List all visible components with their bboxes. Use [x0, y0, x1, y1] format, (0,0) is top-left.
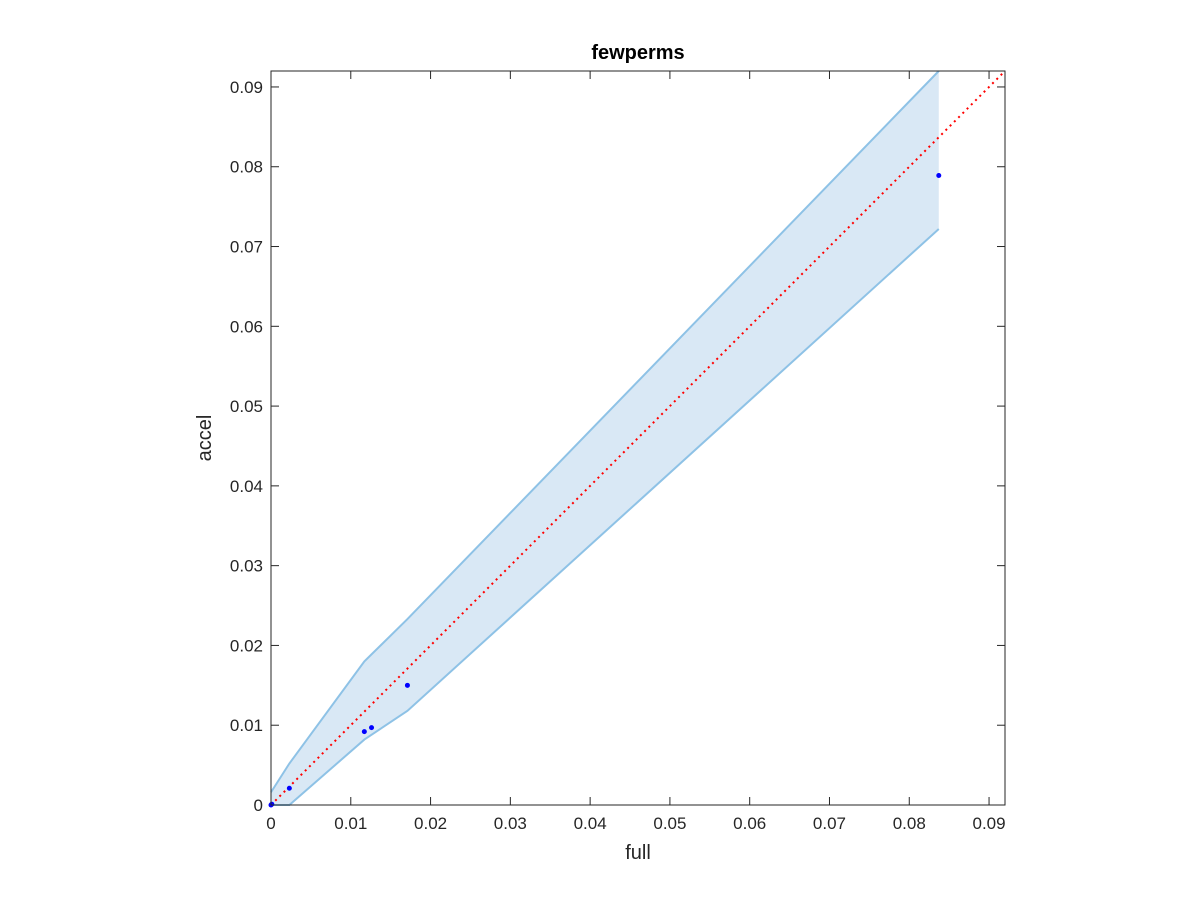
y-tick-label: 0.09 — [230, 78, 263, 97]
data-point — [286, 785, 292, 791]
y-tick-label: 0.02 — [230, 636, 263, 655]
x-tick-label: 0.03 — [494, 814, 527, 833]
data-point — [369, 725, 375, 731]
band-upper-edge — [270, 70, 940, 793]
y-tick-label: 0.04 — [230, 477, 263, 496]
y-tick-label: 0.05 — [230, 397, 263, 416]
chart-title: fewperms — [591, 42, 684, 64]
y-tick-label: 0.07 — [230, 238, 263, 257]
y-tick-label: 0.08 — [230, 158, 263, 177]
y-tick-label: 0.03 — [230, 557, 263, 576]
x-tick-label: 0.04 — [574, 814, 607, 833]
x-tick-label: 0.05 — [653, 814, 686, 833]
reference-line-group — [270, 70, 1006, 806]
data-point — [361, 729, 367, 735]
x-axis-label: full — [625, 842, 651, 864]
x-tick-label: 0.06 — [733, 814, 766, 833]
x-tick-label: 0.08 — [893, 814, 926, 833]
x-tick-label: 0.02 — [414, 814, 447, 833]
y-axis-label: accel — [194, 415, 216, 462]
band-fill — [271, 71, 939, 805]
y-axis-ticks: 0 0.01 0.02 0.03 0.04 0.05 0.06 0.07 0.08 0.09 — [230, 78, 1005, 815]
x-axis-ticks: 0 0.01 0.02 0.03 0.04 0.05 0.06 0.07 0.08 0.09 — [266, 71, 1006, 833]
data-point — [936, 173, 942, 179]
y-tick-label: 0.06 — [230, 317, 263, 336]
x-tick-label: 0.07 — [813, 814, 846, 833]
x-tick-label: 0.09 — [972, 814, 1005, 833]
data-point — [404, 682, 410, 688]
reference-line — [270, 70, 1006, 806]
y-tick-label: 0.01 — [230, 716, 263, 735]
x-tick-label: 0.01 — [334, 814, 367, 833]
plot-frame — [270, 70, 1006, 806]
data-point — [269, 801, 275, 807]
y-tick-label: 0 — [254, 796, 263, 815]
x-tick-label: 0 — [266, 814, 275, 833]
